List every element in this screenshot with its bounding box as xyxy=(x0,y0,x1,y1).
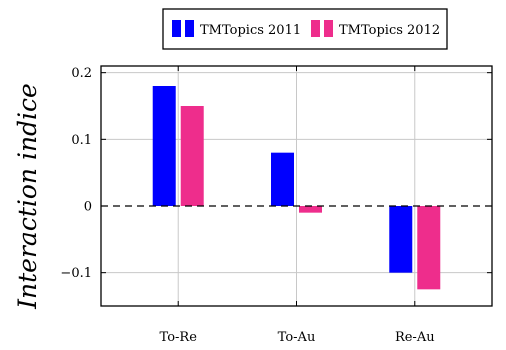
x-tick-label: To-Re xyxy=(160,330,198,345)
y-tick-label: 0.1 xyxy=(71,133,92,148)
legend-swatch xyxy=(172,20,181,37)
legend-label: TMTopics 2012 xyxy=(339,23,440,38)
legend-label: TMTopics 2011 xyxy=(200,23,301,38)
y-axis-label: Interaction indice xyxy=(13,83,42,310)
legend-swatch xyxy=(324,20,333,37)
x-axis-ticks: To-Re To-Au Re-Au xyxy=(160,66,435,345)
legend-swatch xyxy=(311,20,320,37)
bar-2-to-re xyxy=(180,106,204,206)
legend-swatch xyxy=(185,20,194,37)
bar-1-to-au xyxy=(271,152,294,206)
bars xyxy=(152,86,441,290)
y-tick-label: 0.2 xyxy=(71,66,92,81)
legend-box xyxy=(162,8,448,50)
y-axis-ticks: −0.1 0 0.1 0.2 xyxy=(60,66,492,281)
x-tick-label: To-Au xyxy=(278,330,316,345)
x-tick-label: Re-Au xyxy=(395,330,435,345)
legend: TMTopics 2011 TMTopics 2012 xyxy=(162,8,448,50)
bar-1-re-au xyxy=(389,206,413,273)
y-tick-label: −0.1 xyxy=(60,266,92,281)
bar-1-to-re xyxy=(152,86,176,206)
bar-2-re-au xyxy=(417,206,441,290)
bar-2-to-au xyxy=(299,206,322,213)
y-tick-label: 0 xyxy=(84,200,92,215)
